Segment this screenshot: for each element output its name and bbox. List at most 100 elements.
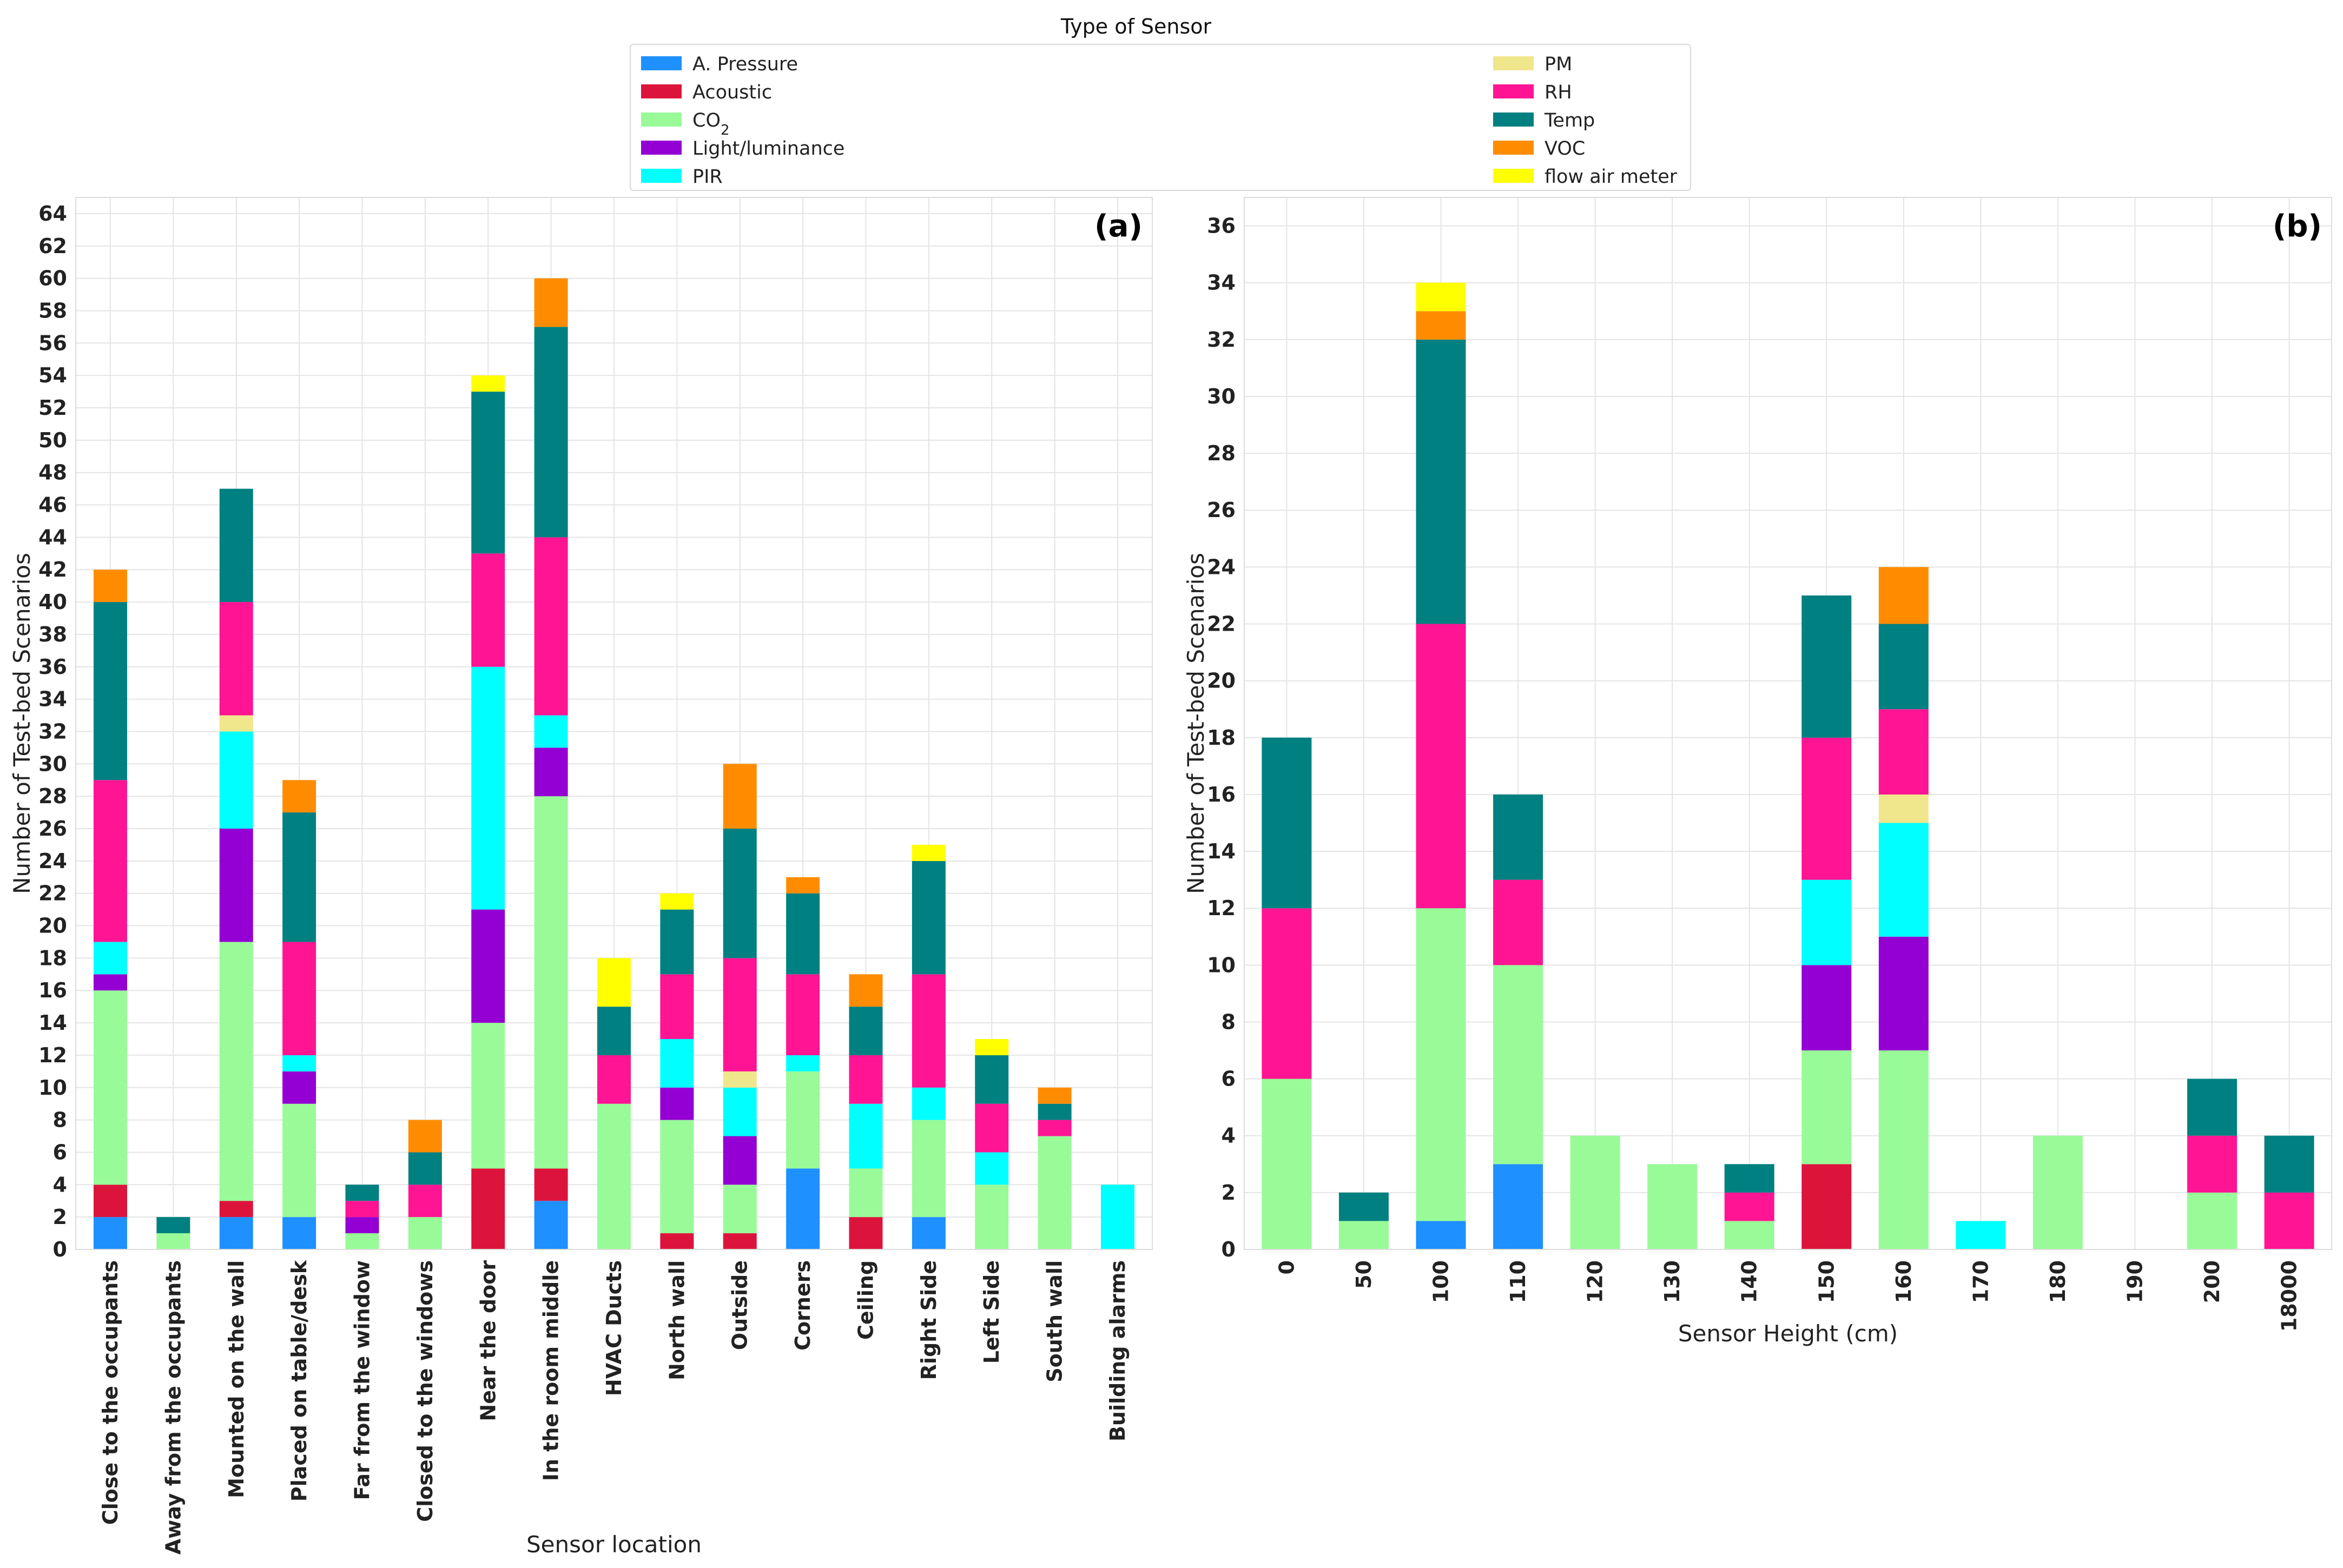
y-tick-label: 44: [38, 525, 67, 549]
x-tick-label: 180: [2046, 1260, 2070, 1303]
bar-outside-temp: [723, 829, 757, 958]
bar-18000-temp: [2264, 1135, 2314, 1193]
x-tick-label: Right Side: [917, 1260, 941, 1380]
bar-north-wall-pir: [660, 1039, 694, 1088]
y-tick-label: 30: [38, 752, 67, 776]
y-tick-label: 14: [1207, 839, 1236, 863]
bar-left-side-co2: [975, 1185, 1009, 1249]
bar-corners-rh: [786, 974, 820, 1055]
legend-label-pressure: A. Pressure: [692, 54, 798, 75]
bar-near-the-door-rh: [471, 553, 505, 667]
bar-north-wall-acoustic: [660, 1233, 694, 1249]
y-tick-label: 16: [1207, 783, 1236, 806]
y-tick-label: 36: [38, 655, 67, 679]
bar-closed-to-the-windows-rh: [408, 1185, 442, 1218]
bar-near-the-door-pir: [471, 666, 505, 910]
bar-100-rh: [1416, 624, 1466, 909]
y-tick-label: 34: [1207, 271, 1236, 295]
bar-50-temp: [1338, 1192, 1389, 1221]
bar-160-temp: [1878, 624, 1929, 710]
bar-150-temp: [1801, 595, 1852, 738]
x-axis-label: Sensor Height (cm): [1678, 1320, 1898, 1347]
x-tick-label: Far from the window: [351, 1260, 374, 1500]
y-tick-label: 6: [1222, 1067, 1236, 1091]
bar-south-wall-temp: [1038, 1103, 1072, 1120]
bar-far-from-the-window-co2: [345, 1233, 379, 1249]
chart-panel-a: 0246810121416182022242628303234363840424…: [9, 197, 1153, 1558]
y-tick-label: 18: [1207, 726, 1236, 750]
x-tick-label: 200: [2200, 1260, 2224, 1303]
y-tick-label: 60: [38, 267, 67, 290]
bar-corners-voc: [786, 877, 820, 894]
bar-outside-rh: [723, 958, 757, 1071]
legend-swatch-voc: [1493, 141, 1534, 155]
bar-south-wall-voc: [1038, 1087, 1072, 1104]
y-tick-label: 32: [38, 719, 67, 743]
bar-placed-on-table-desk-temp: [282, 812, 316, 942]
bar-closed-to-the-windows-co2: [408, 1217, 442, 1249]
bar-in-the-room-middle-pir: [534, 715, 568, 748]
bar-mounted-on-the-wall-rh: [219, 602, 253, 716]
bar-far-from-the-window-temp: [345, 1185, 379, 1201]
y-tick-label: 50: [38, 428, 67, 452]
bar-placed-on-table-desk-pressure: [282, 1217, 316, 1249]
bar-mounted-on-the-wall-pressure: [219, 1217, 253, 1249]
bar-ceiling-voc: [849, 974, 883, 1007]
y-tick-label: 46: [38, 493, 67, 517]
y-tick-label: 20: [1207, 669, 1236, 693]
bar-corners-temp: [786, 893, 820, 975]
legend-label-pm: PM: [1545, 54, 1572, 75]
y-tick-label: 2: [53, 1205, 67, 1229]
bar-far-from-the-window-light: [345, 1217, 379, 1234]
x-tick-label: 0: [1275, 1260, 1298, 1274]
bar-left-side-rh: [975, 1103, 1009, 1153]
y-tick-label: 34: [38, 687, 67, 711]
bar-near-the-door-acoustic: [471, 1168, 505, 1249]
bar-180-co2: [2032, 1135, 2083, 1249]
bar-in-the-room-middle-temp: [534, 327, 568, 538]
bar-north-wall-temp: [660, 909, 694, 975]
bar-150-co2: [1801, 1050, 1852, 1165]
bar-in-the-room-middle-co2: [534, 796, 568, 1169]
bar-close-to-the-occupants-light: [94, 974, 128, 991]
x-tick-label: Closed to the windows: [413, 1260, 437, 1522]
x-tick-label: North wall: [665, 1260, 689, 1380]
bar-0-rh: [1262, 908, 1312, 1079]
legend-label-subscript: 2: [721, 122, 730, 138]
x-tick-label: HVAC Ducts: [602, 1260, 626, 1396]
x-tick-label: In the room middle: [539, 1260, 563, 1481]
bar-150-light: [1801, 965, 1852, 1051]
x-tick-label: 130: [1660, 1260, 1684, 1303]
x-tick-label: 18000: [2278, 1260, 2301, 1332]
x-tick-label: Outside: [728, 1260, 752, 1350]
bar-left-side-temp: [975, 1055, 1009, 1104]
y-tick-label: 36: [1207, 214, 1236, 238]
bar-170-pir: [1956, 1221, 2006, 1249]
x-tick-label: 190: [2123, 1260, 2147, 1303]
bar-right-side-pir: [912, 1087, 946, 1120]
bar-right-side-pressure: [912, 1217, 946, 1249]
bar-corners-pir: [786, 1055, 820, 1071]
bar-corners-co2: [786, 1071, 820, 1169]
bar-north-wall-rh: [660, 974, 694, 1039]
legend-swatch-acoustic: [641, 84, 682, 98]
bar-200-rh: [2187, 1135, 2238, 1193]
x-axis-label: Sensor location: [526, 1531, 702, 1558]
bar-outside-pir: [723, 1087, 757, 1136]
bar-in-the-room-middle-light: [534, 747, 568, 797]
plot-frame: [75, 197, 1153, 1250]
bar-ceiling-pir: [849, 1103, 883, 1169]
legend-label-acoustic: Acoustic: [692, 82, 772, 103]
bar-100-temp: [1416, 339, 1466, 624]
bar-south-wall-co2: [1038, 1136, 1072, 1249]
y-tick-label: 48: [38, 461, 67, 485]
bar-ceiling-temp: [849, 1007, 883, 1055]
bar-ceiling-acoustic: [849, 1217, 883, 1249]
y-tick-label: 20: [38, 914, 67, 938]
y-tick-label: 40: [38, 590, 67, 614]
bar-160-pm: [1878, 794, 1929, 823]
y-tick-label: 12: [1207, 896, 1236, 920]
x-tick-label: 140: [1738, 1260, 1761, 1303]
bar-near-the-door-light: [471, 909, 505, 1023]
